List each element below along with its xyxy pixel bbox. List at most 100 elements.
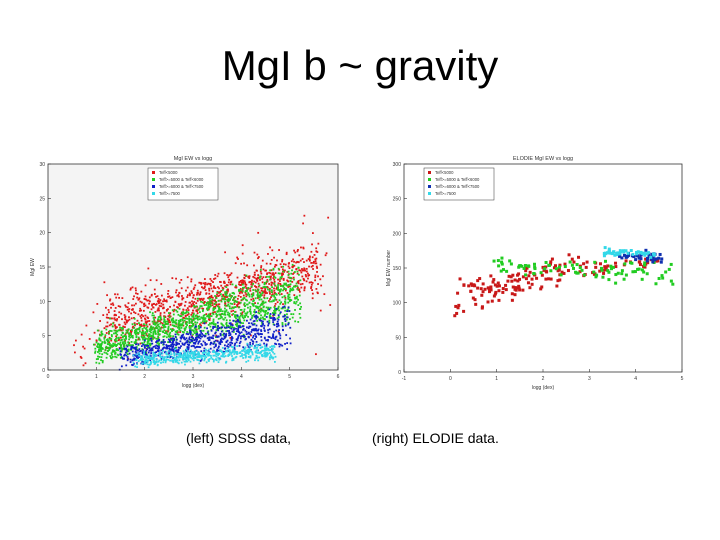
chart0-point (167, 290, 170, 292)
chart0-point (112, 345, 115, 348)
chart0-point (207, 313, 210, 316)
chart1-point (552, 266, 556, 270)
chart1-point (456, 306, 460, 310)
chart0-point (149, 363, 151, 366)
chart0-point (253, 328, 255, 330)
chart0-point (184, 327, 187, 330)
chart0-point (226, 290, 229, 293)
chart0-point (247, 332, 250, 335)
chart0-point (259, 310, 262, 313)
chart0-point (296, 285, 299, 288)
chart0-point (226, 325, 228, 328)
chart0-point (225, 290, 228, 293)
chart0-point (216, 314, 219, 316)
chart0-point (152, 332, 155, 335)
chart0-point (119, 305, 122, 308)
chart0-point (228, 334, 230, 337)
chart0-point (261, 316, 264, 319)
chart0-point (153, 328, 156, 331)
chart0-point (176, 361, 179, 364)
chart1-point (603, 251, 607, 255)
chart0-point (115, 335, 118, 338)
chart0-point (219, 317, 222, 320)
chart0-point (327, 216, 330, 219)
chart0-point (275, 287, 278, 290)
chart1-point (606, 264, 610, 268)
chart0-point (192, 329, 195, 332)
chart0-point (117, 329, 120, 332)
chart0-point (305, 259, 308, 262)
chart0-point (189, 333, 192, 336)
chart0-point (105, 325, 108, 328)
chart0-point (290, 276, 292, 279)
chart0-point (260, 329, 262, 332)
chart0-point (215, 297, 218, 299)
chart0-point (293, 301, 296, 303)
chart0-point (258, 356, 261, 359)
chart0-point (208, 319, 211, 321)
chart0-point (145, 326, 148, 329)
chart0-point (73, 344, 75, 347)
chart0-point (274, 307, 276, 310)
chart0-point (257, 311, 260, 314)
chart0-point (254, 315, 257, 318)
chart1-series-3 (602, 246, 656, 259)
chart0-point (203, 314, 206, 316)
chart0-point (274, 311, 276, 314)
chart0-point (156, 364, 159, 367)
chart0-point (97, 351, 99, 353)
chart0-point (188, 301, 191, 304)
chart0-point (258, 312, 261, 315)
chart0-point (195, 309, 198, 312)
chart0-point (289, 280, 292, 283)
chart0-point (287, 286, 290, 288)
chart0-point (180, 326, 183, 329)
chart0-point (153, 318, 156, 321)
chart0-point (239, 320, 242, 323)
chart0-point (196, 299, 199, 302)
chart0-point (162, 343, 165, 346)
chart0-point (266, 352, 269, 355)
chart0-point (297, 304, 300, 307)
chart0-point (194, 328, 197, 331)
chart0-point (170, 355, 172, 358)
chart0-point (126, 308, 129, 311)
chart0-point (277, 284, 279, 286)
chart0-point (204, 354, 207, 357)
chart0-point (210, 336, 213, 339)
chart0-point (272, 318, 275, 320)
chart0-point (177, 322, 180, 325)
chart0-point (120, 336, 122, 339)
chart0-point (231, 342, 234, 345)
chart0-point (137, 357, 139, 359)
chart0-point (200, 316, 203, 319)
chart1-point (623, 262, 627, 266)
chart0-point (184, 354, 187, 356)
chart0-point (120, 334, 123, 336)
chart0-point (135, 343, 137, 346)
chart0-point (140, 331, 143, 334)
chart1-point (611, 265, 615, 269)
chart0-point (200, 350, 203, 353)
chart0-point (220, 337, 223, 340)
chart0-point (92, 343, 95, 346)
chart0-point (192, 302, 194, 305)
chart0-point (203, 357, 206, 360)
chart0-point (125, 331, 128, 334)
chart0-point (234, 262, 237, 265)
chart0-point (167, 358, 170, 361)
chart1-point (644, 248, 648, 252)
chart0-point (273, 265, 276, 268)
chart0-point (94, 347, 97, 350)
chart0-point (278, 329, 281, 331)
chart1-point (458, 277, 462, 281)
chart0-point (260, 330, 263, 332)
chart1-legend-label: Teff>=5000 & Teff<6000 (435, 177, 480, 182)
chart0-point (287, 306, 290, 309)
chart0-point (192, 357, 195, 359)
chart0-point (108, 347, 111, 349)
chart0-point (233, 301, 236, 304)
chart0-point (171, 321, 174, 324)
chart0-point (136, 319, 139, 322)
chart0-point (257, 344, 259, 347)
